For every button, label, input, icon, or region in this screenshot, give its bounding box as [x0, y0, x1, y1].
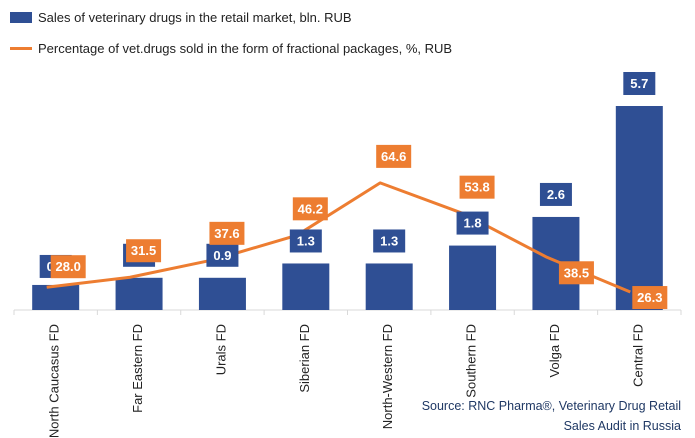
bar-value-label: 1.3 — [380, 233, 398, 248]
line-value-label: 37.6 — [214, 226, 239, 241]
bar-north-western-fd — [365, 263, 413, 310]
legend-label-percentage: Percentage of vet.drugs sold in the form… — [38, 41, 453, 56]
x-tick-label-siberian-fd: Siberian FD — [297, 324, 312, 393]
line-value-label: 28.0 — [56, 259, 81, 274]
line-label-box — [50, 255, 86, 279]
line-label-box — [126, 239, 162, 263]
x-tick-label-far-eastern-fd: Far Eastern FD — [130, 324, 145, 413]
legend-item-percentage: Percentage of vet.drugs sold in the form… — [10, 41, 452, 56]
legend-swatch-line — [10, 47, 32, 50]
line-label-box — [459, 175, 495, 199]
line-value-label: 64.6 — [381, 149, 406, 164]
bar-label-box — [289, 229, 322, 253]
line-label-box — [376, 144, 412, 168]
x-tick-label-southern-fd: Southern FD — [464, 324, 479, 398]
source-line-2: Sales Audit in Russia — [563, 419, 681, 433]
bar-label-box — [456, 211, 489, 235]
bar-north-caucasus-fd — [32, 284, 80, 310]
source-note: Source: RNC Pharma®, Veterinary Drug Ret… — [381, 396, 681, 436]
bar-value-label: 0.9 — [213, 248, 231, 263]
bar-siberian-fd — [282, 263, 330, 310]
bar-label-box — [373, 229, 406, 253]
line-label-box — [632, 286, 668, 310]
bar-far-eastern-fd — [115, 277, 163, 310]
x-tick-label-urals-fd: Urals FD — [213, 324, 228, 375]
x-tick-label-north-caucasus-fd: North Caucasus FD — [47, 324, 62, 438]
legend-item-sales: Sales of veterinary drugs in the retail … — [10, 10, 352, 25]
bar-label-box — [623, 72, 656, 95]
source-line-1: Source: RNC Pharma®, Veterinary Drug Ret… — [421, 399, 681, 413]
x-tick-label-north-western-fd: North-Western FD — [380, 324, 395, 429]
x-tick-label-volga-fd: Volga FD — [547, 324, 562, 377]
legend-swatch-bar — [10, 12, 32, 23]
line-value-label: 38.5 — [564, 265, 589, 280]
bar-value-label: 1.8 — [464, 216, 482, 231]
bar-southern-fd — [449, 245, 497, 310]
line-value-label: 46.2 — [298, 201, 323, 216]
bar-label-box — [539, 182, 572, 206]
legend-label-sales: Sales of veterinary drugs in the retail … — [38, 10, 352, 25]
line-value-label: 53.8 — [464, 180, 489, 195]
line-label-box — [558, 261, 594, 285]
line-value-label: 31.5 — [131, 243, 156, 258]
bar-value-label: 2.6 — [547, 187, 565, 202]
line-label-box — [292, 197, 328, 221]
bar-central-fd — [615, 106, 663, 310]
line-label-box — [209, 221, 245, 245]
bar-urals-fd — [198, 277, 246, 310]
x-tick-label-central-fd: Central FD — [630, 324, 645, 387]
bar-label-box — [206, 243, 239, 267]
bar-value-label: 1.3 — [297, 233, 315, 248]
line-value-label: 26.3 — [637, 290, 662, 305]
line-percentage — [46, 181, 631, 294]
bar-value-label: 5.7 — [630, 76, 648, 91]
